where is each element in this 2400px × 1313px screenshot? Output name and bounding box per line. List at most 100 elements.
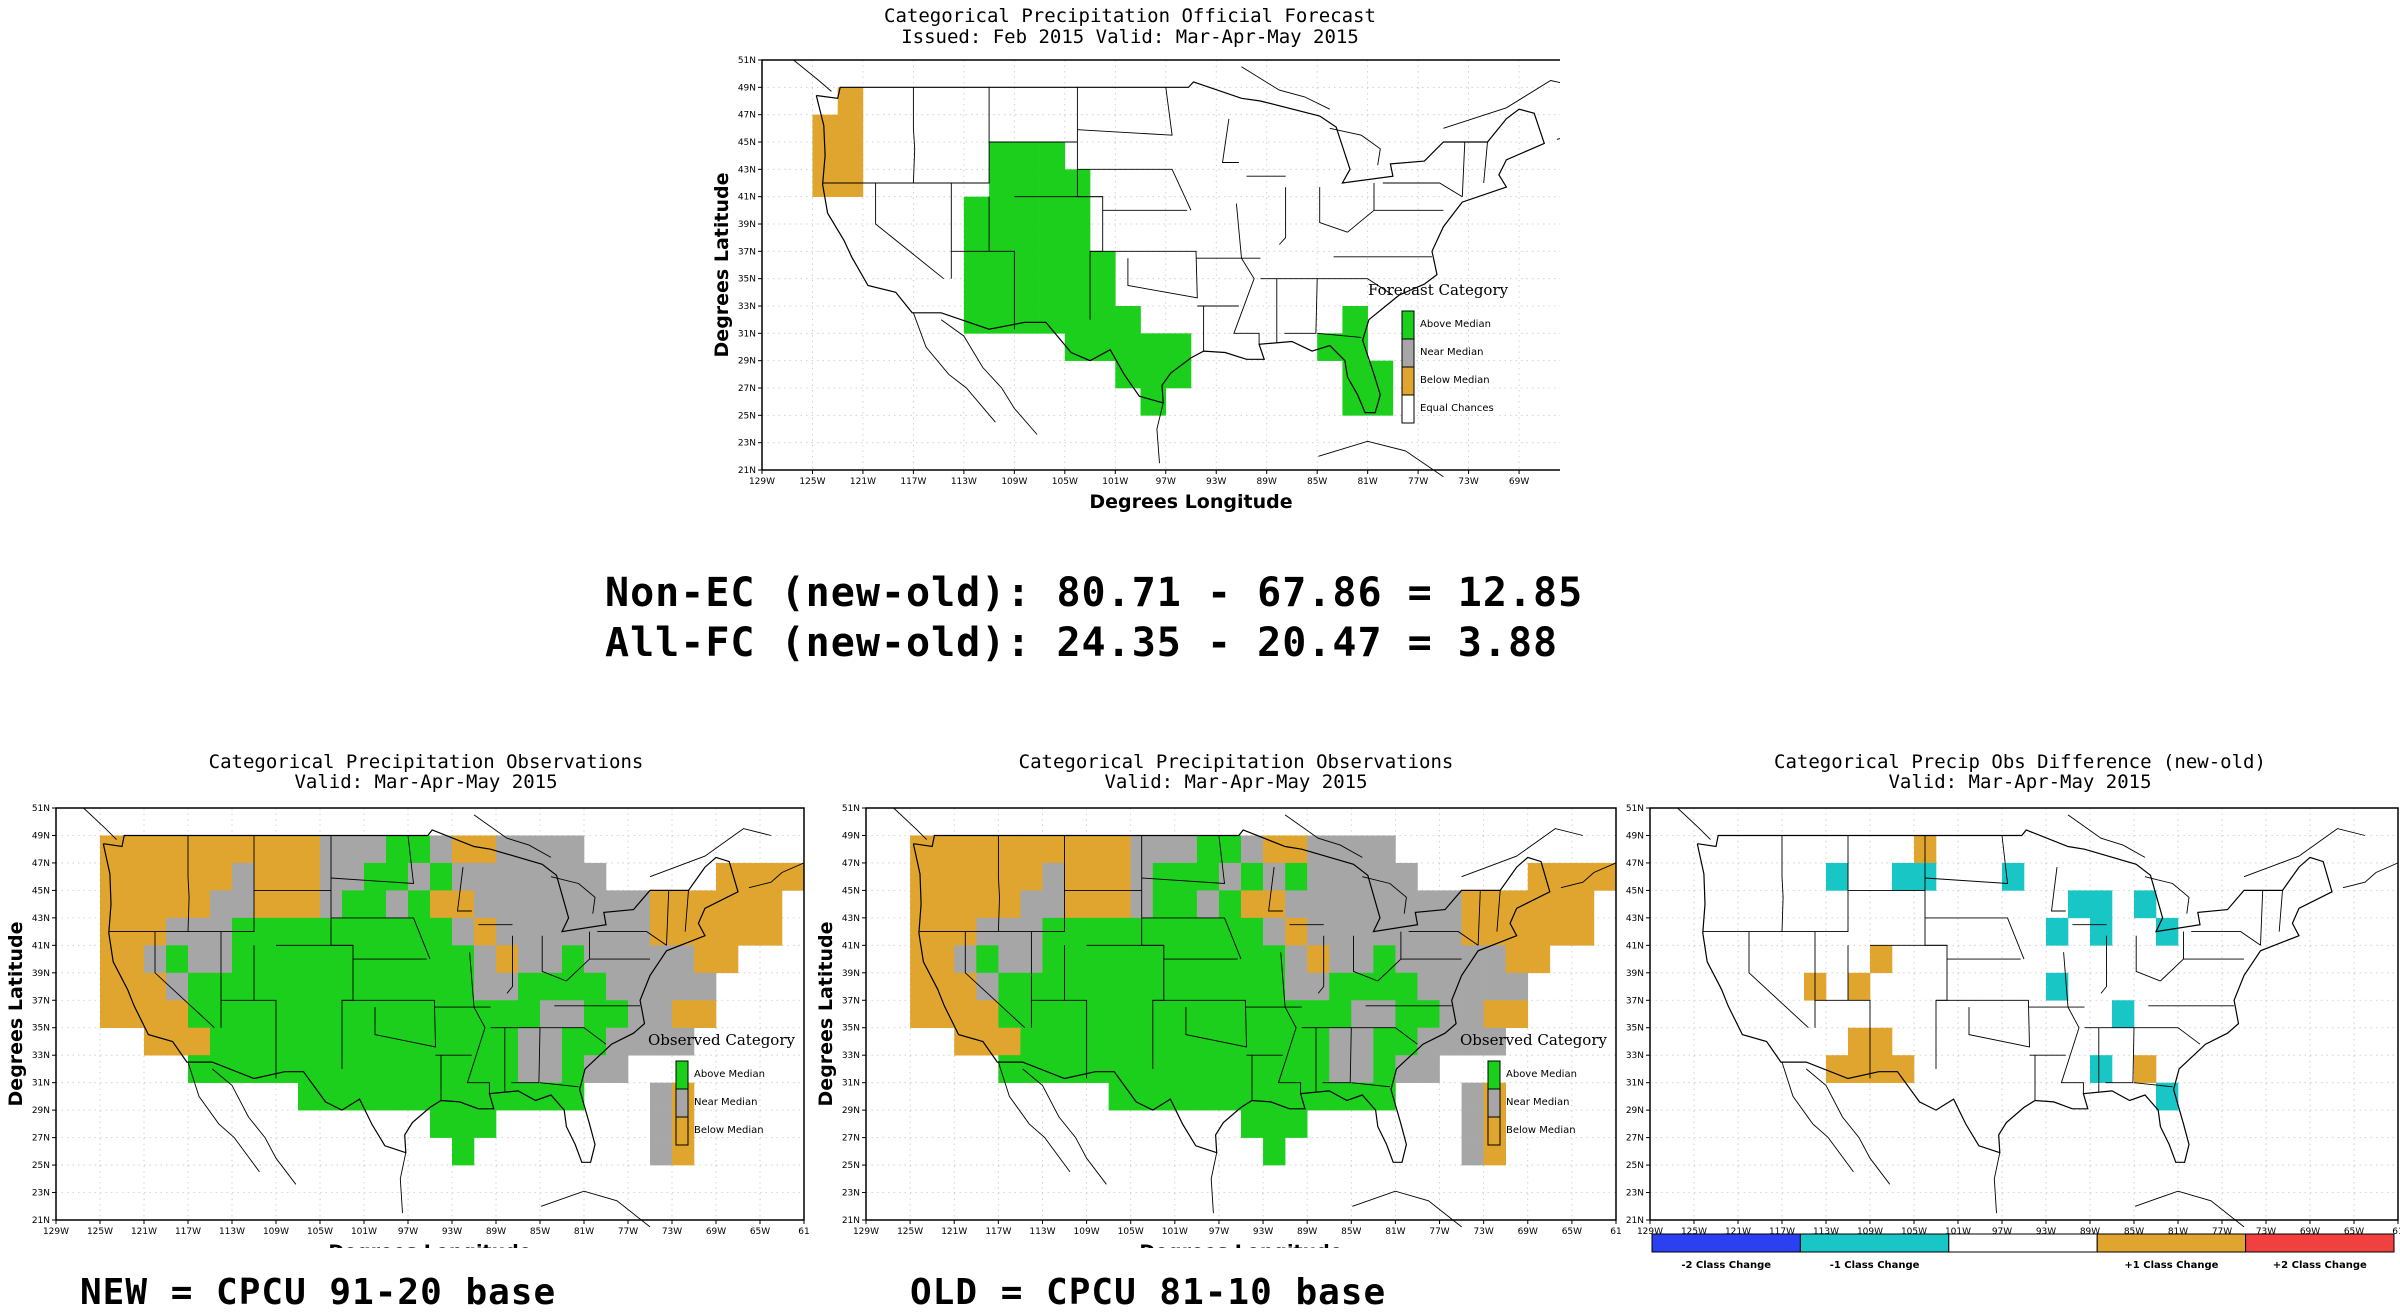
state-border xyxy=(1483,141,1488,184)
category-cell-above xyxy=(963,196,990,225)
category-cell-above xyxy=(1115,333,1141,361)
y-tick-label: 27N xyxy=(842,1134,860,1144)
y-tick-label: 41N xyxy=(32,941,50,951)
axis-ticks: 129W 125W 121W 117W 113W 109W 105W 101W 97W 93W 89… xyxy=(32,804,810,1237)
category-cell-above xyxy=(232,1055,255,1083)
category-cell-above xyxy=(276,945,299,974)
state-border xyxy=(2105,1027,2135,1084)
category-cell-below xyxy=(694,917,717,946)
category-cell-above xyxy=(1263,1082,1286,1111)
category-cell-below xyxy=(1263,890,1286,919)
category-cell-above xyxy=(1039,278,1066,307)
state-border xyxy=(2135,935,2161,982)
category-cell-above xyxy=(1174,917,1198,946)
category-cell-below xyxy=(1020,835,1043,864)
category-cell-above xyxy=(298,1082,321,1111)
category-cell-above xyxy=(320,1055,343,1083)
state-border xyxy=(875,183,944,280)
category-cell-below xyxy=(1064,862,1087,891)
category-cell-above xyxy=(518,1000,541,1029)
x-tick-label: 117W xyxy=(900,477,926,487)
y-tick-label: 41N xyxy=(1626,941,1644,951)
category-cell-above xyxy=(562,945,585,974)
category-cell-above xyxy=(1130,1055,1154,1083)
category-cell-near xyxy=(1020,890,1043,919)
category-cell-above xyxy=(1064,1000,1087,1029)
x-tick-label: 81W xyxy=(574,1227,594,1237)
category-cell-below xyxy=(910,945,933,974)
category-cell-below xyxy=(254,835,277,864)
legend-title: Forecast Category xyxy=(1368,281,1509,299)
category-cell-below xyxy=(694,945,717,974)
category-cell-above xyxy=(1263,1137,1286,1166)
category-cell-above xyxy=(1417,1000,1440,1029)
category-cell-minus1 xyxy=(2112,1000,2135,1029)
category-cell-above xyxy=(1064,224,1091,252)
category-cell-above xyxy=(989,169,1015,197)
category-cell-below xyxy=(910,1000,933,1029)
x-tick-label: 61 xyxy=(798,1227,809,1237)
category-cell-below xyxy=(188,890,211,919)
observations-new-map-svg: 129W 125W 121W 117W 113W 109W 105W 101W 97W 93W 89… xyxy=(5,804,810,1248)
colorbar-segment xyxy=(2245,1233,2395,1253)
category-cell-below xyxy=(166,835,189,864)
y-tick-label: 51N xyxy=(32,804,50,814)
state-border xyxy=(997,835,1000,932)
coastline xyxy=(2144,876,2190,914)
category-cell-near xyxy=(518,1055,541,1083)
coastline xyxy=(1443,80,1560,129)
y-tick-label: 33N xyxy=(738,302,756,312)
x-tick-label: 105W xyxy=(1118,1227,1144,1237)
category-cell-above xyxy=(298,1055,321,1083)
category-cell-below xyxy=(1505,1000,1529,1029)
x-tick-label: 89W xyxy=(1297,1227,1317,1237)
x-tick-label: 77W xyxy=(2212,1227,2232,1237)
category-cell-below xyxy=(430,890,453,919)
x-tick-label: 93W xyxy=(1206,477,1226,487)
x-tick-label: 65W xyxy=(750,1227,770,1237)
category-cell-above xyxy=(562,1055,585,1083)
category-cell-above xyxy=(452,1055,475,1083)
x-tick-label: 93W xyxy=(1253,1227,1273,1237)
category-cell-above xyxy=(452,945,475,974)
y-tick-label: 37N xyxy=(738,247,756,257)
state-border xyxy=(1221,118,1239,163)
category-cell-below xyxy=(672,917,695,946)
y-tick-label: 27N xyxy=(738,384,756,394)
category-cell-near xyxy=(496,972,519,1001)
category-cell-below xyxy=(166,1027,189,1056)
category-cell-near xyxy=(650,972,673,1001)
category-cell-above xyxy=(430,1110,453,1138)
state-border xyxy=(1748,931,1809,1029)
category-cell-above xyxy=(408,835,431,864)
category-cell-near xyxy=(998,945,1021,974)
observations-old-map-svg: 129W 125W 121W 117W 113W 109W 105W 101W 97W 93W 89… xyxy=(815,804,1622,1248)
difference-map: Categorical Precip Obs Difference (new-o… xyxy=(1620,748,2400,1288)
category-cell-above xyxy=(998,972,1021,1001)
coastline xyxy=(1210,1152,1218,1214)
y-tick-label: 47N xyxy=(1626,859,1644,869)
category-cell-above xyxy=(298,1027,321,1056)
category-cell-below xyxy=(1593,862,1617,891)
category-cell-above xyxy=(188,972,211,1001)
us-outline xyxy=(912,829,1551,1163)
y-tick-label: 21N xyxy=(32,1216,50,1226)
category-cell-below xyxy=(998,890,1021,919)
category-cell-near xyxy=(976,972,999,1001)
coastline xyxy=(1362,876,1407,914)
category-cell-above xyxy=(998,1055,1021,1083)
state-border xyxy=(1076,87,1104,320)
category-cell-near xyxy=(1307,972,1330,1001)
category-cell-above xyxy=(1174,862,1198,891)
legend-swatch xyxy=(1401,366,1415,396)
state-border xyxy=(666,890,670,946)
coastlines xyxy=(1677,807,2399,1228)
state-border xyxy=(1090,250,1198,299)
state-border xyxy=(918,890,1065,933)
coastline xyxy=(793,59,832,92)
category-cell-below xyxy=(1483,890,1507,919)
x-tick-label: 125W xyxy=(897,1227,923,1237)
category-cell-above xyxy=(496,1055,519,1083)
state-border xyxy=(964,931,1026,1029)
category-cell-above xyxy=(430,1000,453,1029)
